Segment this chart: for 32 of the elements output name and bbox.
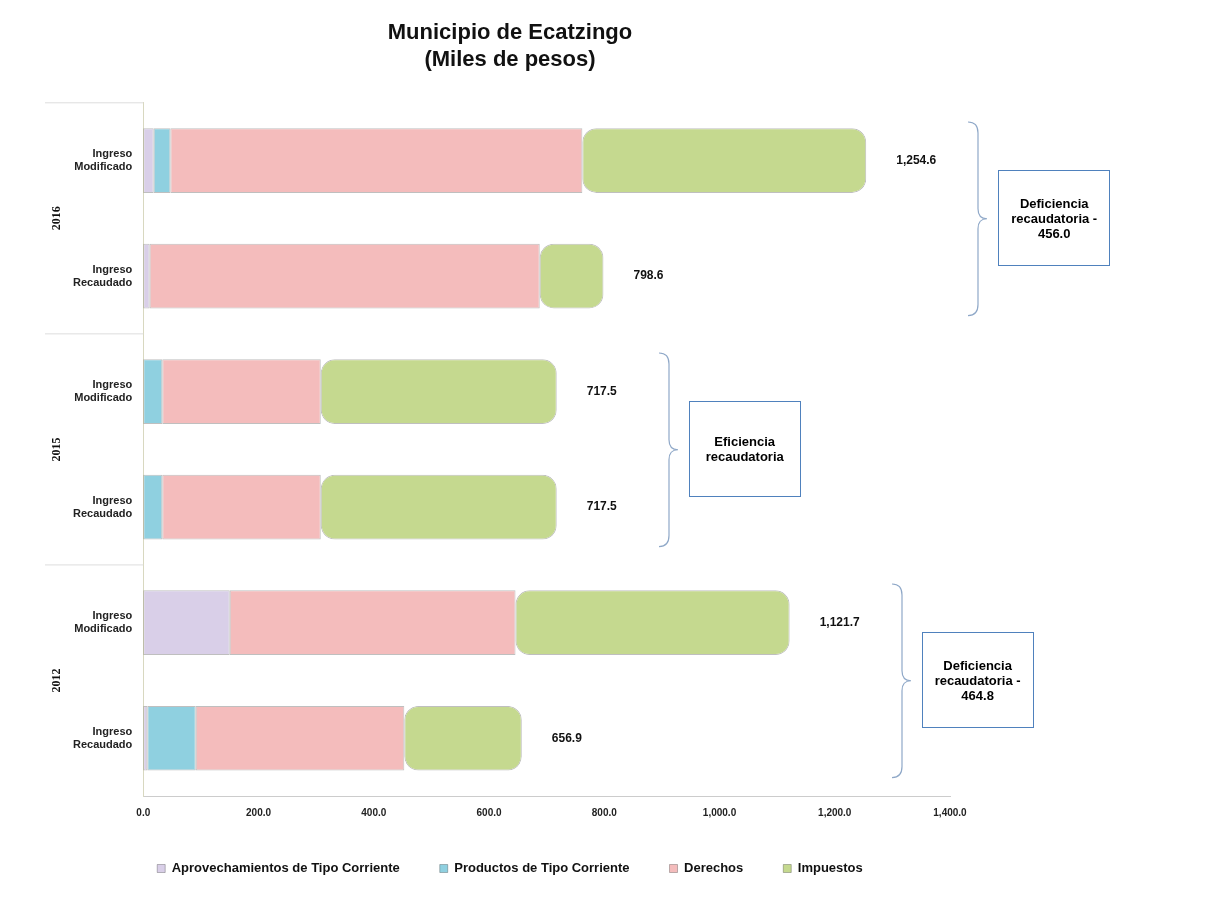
y-tick-label: Ingreso Recaudado [72, 262, 133, 288]
legend-label: Productos de Tipo Corriente [454, 860, 630, 876]
total-label: 717.5 [586, 499, 618, 514]
x-tick-label: 600.0 [476, 806, 502, 818]
total-label: 1,121.7 [819, 615, 860, 630]
x-tick-label: 400.0 [361, 806, 387, 818]
text-box: Deficiencia recaudatoria - 464.8 [921, 632, 1034, 729]
y-tick-label: Ingreso Modificado [74, 378, 133, 404]
text-box: Eficiencia recaudatoria [688, 401, 801, 498]
legend-label: Impuestos [797, 860, 863, 876]
total-label: 1,254.6 [896, 152, 937, 167]
text: 2012 [49, 668, 64, 693]
total-label: 798.6 [633, 268, 664, 283]
legend-label: Aprovechamientos de Tipo Corriente [171, 860, 400, 876]
x-tick-label: 200.0 [246, 806, 272, 818]
total-label: 656.9 [551, 730, 583, 745]
text: 2016 [49, 206, 64, 231]
y-tick-label: Ingreso Recaudado [72, 724, 133, 750]
y-tick-label: Ingreso Modificado [74, 147, 133, 173]
text-box: Deficiencia recaudatoria - 456.0 [998, 170, 1111, 267]
chart-title: Municipio de Ecatzingo [387, 19, 633, 45]
x-tick-label: 800.0 [591, 806, 618, 818]
text: 2015 [49, 437, 64, 462]
total-label: 717.5 [586, 383, 618, 398]
y-tick-label: Ingreso Modificado [74, 609, 133, 635]
x-tick-label: 0.0 [136, 806, 151, 818]
x-tick-label: 1,000.0 [702, 806, 737, 818]
chart-subtitle: (Miles de pesos) [424, 45, 596, 71]
legend-label: Derechos [684, 860, 744, 876]
x-tick-label: 1,400.0 [933, 806, 968, 818]
x-tick-label: 1,200.0 [818, 806, 852, 818]
y-tick-label: Ingreso Recaudado [72, 493, 133, 519]
